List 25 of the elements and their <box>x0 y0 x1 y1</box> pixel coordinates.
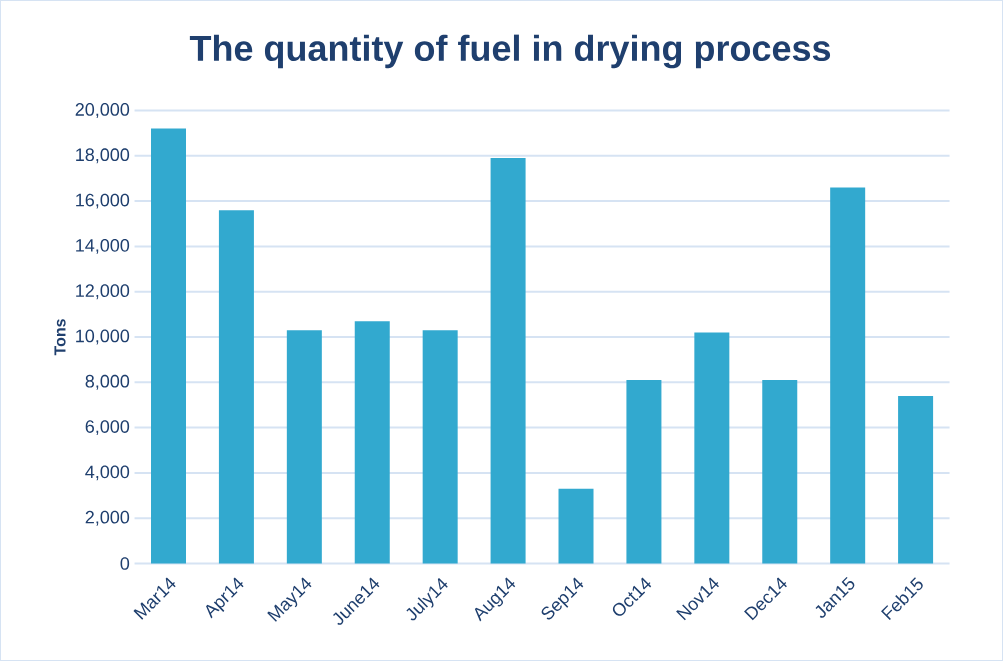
bar <box>422 330 458 564</box>
y-tick-label: 10,000 <box>76 329 130 345</box>
bar <box>694 332 730 564</box>
bar <box>286 330 322 564</box>
bar <box>830 187 866 564</box>
bar <box>354 321 390 564</box>
y-tick-label: 20,000 <box>75 103 130 118</box>
bar <box>490 158 526 564</box>
y-tick-label: 14,000 <box>76 238 130 254</box>
y-tick-label: 2,000 <box>85 510 130 526</box>
y-tick-label: 12,000 <box>76 284 130 300</box>
y-axis-title: Tons <box>54 319 66 356</box>
y-tick-label: 6,000 <box>85 420 130 436</box>
bar <box>151 128 186 564</box>
bar <box>558 488 594 564</box>
chart-title: The quantity of fuel in drying process <box>189 34 831 69</box>
y-tick-label: 18,000 <box>76 148 130 164</box>
bar <box>218 210 254 564</box>
y-tick-label: 0 <box>120 557 130 570</box>
y-tick-label: 16,000 <box>76 193 130 209</box>
bar <box>898 395 934 564</box>
y-tick-label: 4,000 <box>85 465 130 481</box>
bar <box>626 380 662 564</box>
bar <box>762 380 798 564</box>
y-tick-label: 8,000 <box>85 374 130 390</box>
